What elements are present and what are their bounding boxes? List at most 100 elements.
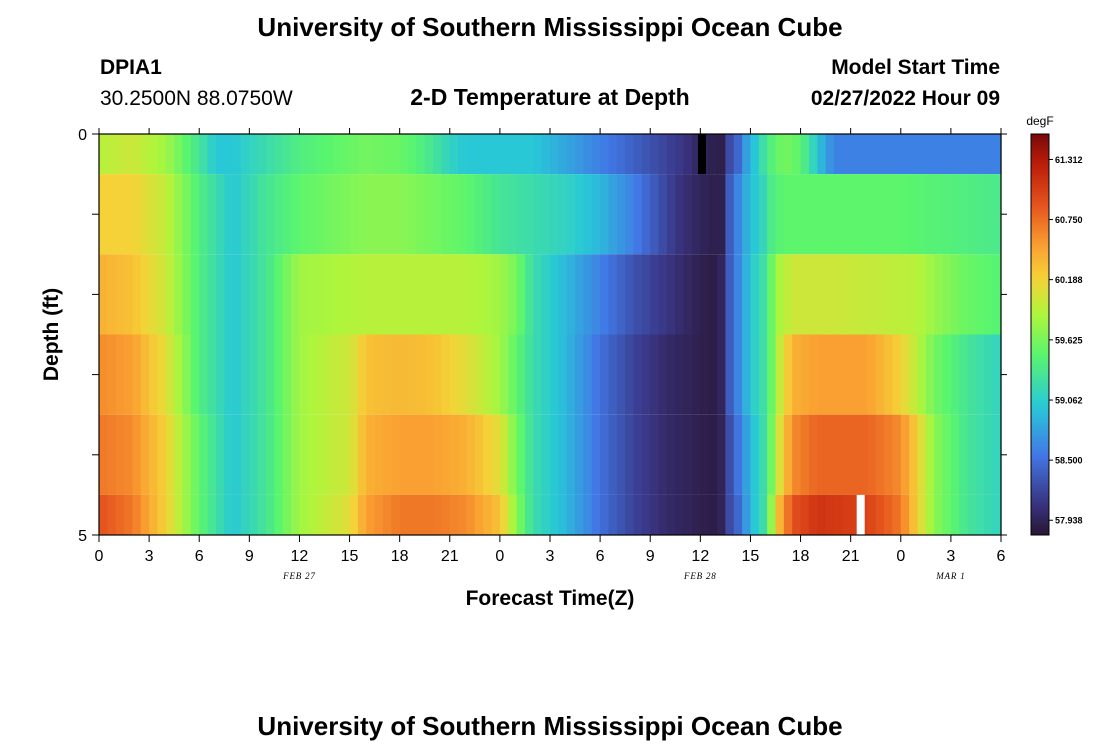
heatmap-cell [391, 134, 401, 175]
heatmap-cell [992, 494, 1002, 535]
heatmap-cell [900, 494, 910, 535]
heatmap-cell [508, 334, 518, 415]
heatmap-cell [859, 334, 868, 415]
heatmap-cell [458, 134, 468, 175]
heatmap-cell [132, 254, 142, 335]
heatmap-cell [399, 334, 409, 415]
heatmap-cell [190, 134, 200, 175]
heatmap-cell [416, 494, 426, 535]
heatmap-cell [232, 134, 242, 175]
heatmap-cell [641, 494, 651, 535]
heatmap-cell [232, 414, 242, 495]
heatmap-cell [408, 414, 417, 495]
heatmap-cell [683, 254, 693, 335]
heatmap-cell [299, 174, 309, 255]
heatmap-cell [867, 174, 877, 255]
page-title: University of Southern Mississippi Ocean… [257, 12, 843, 42]
heatmap-cell [733, 134, 743, 175]
heatmap-cell [850, 414, 860, 495]
heatmap-cell [583, 174, 593, 255]
heatmap-cell [382, 414, 392, 495]
heatmap-cell [909, 414, 919, 495]
x-tick-label: 21 [441, 548, 459, 565]
heatmap-cell [675, 254, 685, 335]
heatmap-cell [149, 414, 159, 495]
heatmap-cell [416, 334, 426, 415]
heatmap-cell [332, 334, 342, 415]
heatmap-cell [382, 174, 392, 255]
heatmap-cell [608, 494, 618, 535]
heatmap-cell [541, 334, 551, 415]
heatmap-cell [633, 334, 643, 415]
heatmap-cell [917, 414, 927, 495]
heatmap-cell [775, 134, 785, 175]
heatmap-cell [875, 174, 885, 255]
heatmap-cell [583, 334, 593, 415]
heatmap-cell [424, 254, 434, 335]
heatmap-cell [215, 334, 225, 415]
heatmap-cell [449, 494, 459, 535]
heatmap-cell [975, 134, 985, 175]
heatmap-cell [441, 174, 451, 255]
heatmap-cell [341, 334, 351, 415]
heatmap-cell [767, 334, 777, 415]
heatmap-cell [925, 134, 935, 175]
heatmap-cell [399, 134, 409, 175]
y-axis-label: Depth (ft) [40, 288, 63, 381]
heatmap-cell [357, 134, 367, 175]
heatmap-cell [524, 254, 534, 335]
heatmap-cell [215, 174, 225, 255]
heatmap-cell [967, 134, 977, 175]
heatmap-cell [892, 134, 902, 175]
heatmap-cell [524, 334, 534, 415]
heatmap-cell [558, 414, 568, 495]
heatmap-cell [942, 494, 952, 535]
heatmap-cell [967, 414, 977, 495]
heatmap-cell [708, 134, 718, 175]
heatmap-cell [332, 254, 342, 335]
heatmap-cell [99, 494, 108, 535]
heatmap-cell [199, 334, 209, 415]
heatmap-cell [558, 334, 568, 415]
heatmap-cell [240, 174, 250, 255]
heatmap-cell [115, 174, 125, 255]
heatmap-cell [550, 134, 559, 175]
heatmap-cell [458, 414, 468, 495]
heatmap-cell [967, 174, 977, 255]
heatmap-cell [307, 334, 317, 415]
heatmap-cell [282, 334, 292, 415]
heatmap-cell [215, 254, 225, 335]
heatmap-cell [316, 134, 326, 175]
heatmap-cell [650, 414, 660, 495]
heatmap-cell [825, 334, 835, 415]
heatmap-cell [366, 134, 376, 175]
heatmap-cell [341, 494, 351, 535]
heatmap-cell [717, 494, 726, 535]
heatmap-cell [984, 174, 994, 255]
heatmap-cell [433, 334, 443, 415]
heatmap-cell [107, 174, 117, 255]
heatmap-cell [683, 494, 693, 535]
heatmap-cell [257, 134, 267, 175]
heatmap-cell [324, 414, 334, 495]
heatmap-cell [842, 494, 852, 535]
heatmap-cell [925, 494, 935, 535]
heatmap-cell [850, 174, 860, 255]
x-tick-label: 0 [495, 548, 504, 565]
heatmap-cell [708, 334, 718, 415]
heatmap-cell [992, 414, 1002, 495]
heatmap-cell [783, 134, 793, 175]
heatmap-cell [867, 334, 877, 415]
heatmap-cell [232, 174, 242, 255]
heatmap-cell [282, 254, 292, 335]
heatmap-cell [575, 174, 585, 255]
heatmap-cell [742, 174, 752, 255]
heatmap-cell [382, 134, 392, 175]
heatmap-cell [700, 494, 710, 535]
heatmap-cell [783, 174, 793, 255]
heatmap-cell [867, 494, 877, 535]
heatmap-cell [691, 174, 701, 255]
heatmap-cell [165, 254, 175, 335]
heatmap-cell [249, 134, 259, 175]
heatmap-cell [391, 414, 401, 495]
